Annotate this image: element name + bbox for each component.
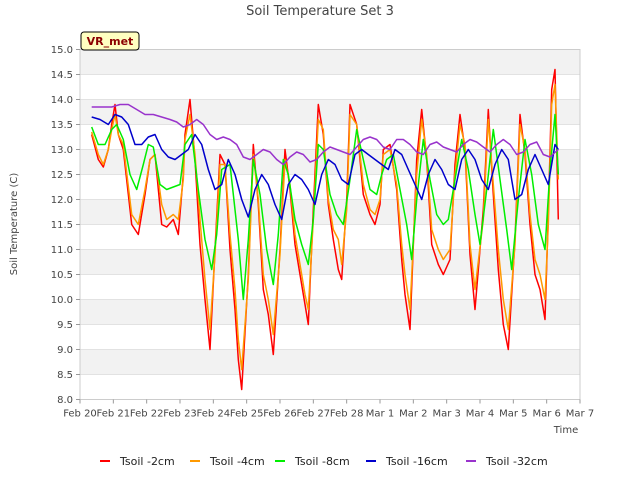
x-tick-label: Feb 23 xyxy=(163,409,197,420)
y-tick-label: 9.5 xyxy=(57,320,73,331)
y-tick-label: 14.5 xyxy=(51,70,73,81)
station-badge-box xyxy=(80,31,140,51)
legend-label: Tsoil -16cm xyxy=(385,455,448,468)
station-badge: VR_met xyxy=(80,31,140,51)
y-tick-label: 10.0 xyxy=(51,295,73,306)
series-line-tsoil-4cm xyxy=(90,83,560,371)
grid-band xyxy=(80,299,580,325)
x-tick-label: Feb 28 xyxy=(330,409,364,420)
y-axis-label: Soil Temperature (C) xyxy=(9,173,20,276)
y-tick-label: 9.0 xyxy=(57,345,73,356)
x-tick-label: Mar 3 xyxy=(432,409,460,420)
y-tick-label: 12.5 xyxy=(51,170,73,181)
x-tick-label: Feb 21 xyxy=(97,409,131,420)
y-tick-label: 15.0 xyxy=(51,45,73,56)
x-tick-label: Mar 7 xyxy=(566,409,594,420)
x-tick-label: Mar 4 xyxy=(466,409,494,420)
x-tick-label: Mar 6 xyxy=(532,409,560,420)
x-tick-label: Feb 24 xyxy=(197,409,231,420)
series-line-tsoil-8cm xyxy=(90,113,560,301)
grid-band xyxy=(80,349,580,375)
y-tick-label: 10.5 xyxy=(51,270,73,281)
x-axis-ticks: Feb 20 Feb 21 Feb 22 Feb 23 Feb 24 Feb 25 Feb … xyxy=(63,399,594,420)
station-label: VR_met xyxy=(87,35,134,48)
y-axis-ticks: 8.0 8.5 9.0 9.5 10.0 10.5 11.0 11.5 12.0 12.5 13.0… xyxy=(51,45,80,406)
series-lines xyxy=(90,68,560,391)
legend-item: Tsoil -32cm xyxy=(466,455,548,468)
x-tick-label: Feb 27 xyxy=(297,409,331,420)
legend-item: Tsoil -4cm xyxy=(190,455,265,468)
grid-band xyxy=(80,49,580,75)
x-tick-label: Mar 1 xyxy=(366,409,394,420)
legend-label: Tsoil -8cm xyxy=(294,455,350,468)
series-line-tsoil-16cm xyxy=(91,113,559,221)
y-tick-label: 13.0 xyxy=(51,145,73,156)
legend-item: Tsoil -16cm xyxy=(366,455,448,468)
y-tick-label: 8.5 xyxy=(57,370,73,381)
legend-item: Tsoil -8cm xyxy=(275,455,350,468)
x-tick-label: Mar 2 xyxy=(399,409,427,420)
legend: Tsoil -2cm Tsoil -4cm Tsoil -8cm Tsoil -16c… xyxy=(100,455,548,468)
chart-title: Soil Temperature Set 3 xyxy=(246,4,394,19)
y-tick-label: 11.5 xyxy=(51,220,73,231)
y-tick-label: 11.0 xyxy=(51,245,73,256)
x-tick-label: Feb 26 xyxy=(263,409,297,420)
x-tick-label: Mar 5 xyxy=(499,409,527,420)
legend-label: Tsoil -4cm xyxy=(209,455,265,468)
x-axis-label: Time xyxy=(553,425,578,436)
legend-label: Tsoil -2cm xyxy=(119,455,175,468)
series-line-tsoil-32cm xyxy=(91,103,559,166)
x-tick-label: Feb 25 xyxy=(230,409,264,420)
y-tick-label: 13.5 xyxy=(51,120,73,131)
grid-band xyxy=(80,249,580,275)
x-tick-label: Feb 20 xyxy=(63,409,97,420)
y-tick-label: 8.0 xyxy=(57,395,73,406)
grid-band xyxy=(80,99,580,125)
y-tick-label: 14.0 xyxy=(51,95,73,106)
y-tick-label: 12.0 xyxy=(51,195,73,206)
legend-label: Tsoil -32cm xyxy=(485,455,548,468)
x-tick-label: Feb 22 xyxy=(130,409,164,420)
legend-item: Tsoil -2cm xyxy=(100,455,175,468)
